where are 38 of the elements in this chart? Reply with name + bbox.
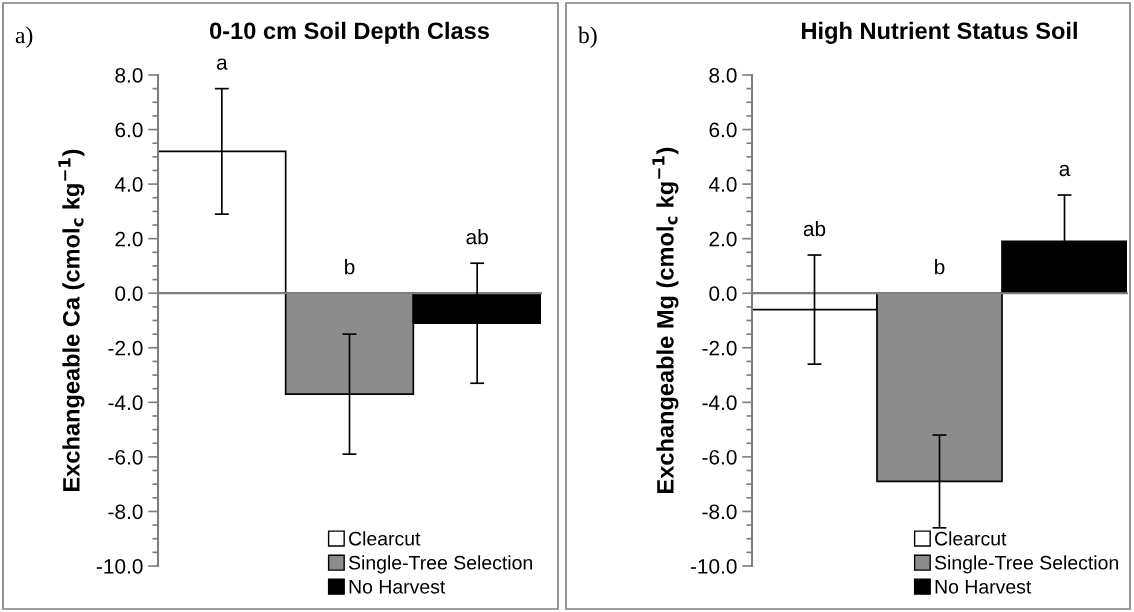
y-tick-label: -4.0 xyxy=(702,395,737,411)
y-axis-title: Exchangeable Ca (cmol$_{c}$ kg$^{−1}$) xyxy=(58,149,85,491)
legend-label: Clearcut xyxy=(349,531,421,546)
y-tick-label: -8.0 xyxy=(108,504,143,520)
y-tick-label: -6.0 xyxy=(702,449,737,465)
y-tick-label: -8.0 xyxy=(702,504,737,520)
text: a) xyxy=(15,26,33,49)
annotation: ab xyxy=(466,229,488,245)
y-tick-label: -2.0 xyxy=(702,340,737,356)
legend-label: Clearcut xyxy=(935,531,1007,546)
y-tick-label: -6.0 xyxy=(108,449,143,465)
y-tick-label: 4.0 xyxy=(708,177,737,192)
legend-label: Single-Tree Selection xyxy=(348,555,532,574)
y-tick-label: 2.0 xyxy=(709,231,737,247)
y-tick-label: 8.0 xyxy=(115,68,143,83)
y-axis-title: Exchangeable Mg (cmol$_{c}$ kg$^{−1}$) xyxy=(652,147,679,493)
annotation: a xyxy=(1059,164,1071,177)
y-tick-label: 2.0 xyxy=(115,231,143,247)
y-tick-label: -10.0 xyxy=(690,559,737,574)
legend-label: Single-Tree Selection xyxy=(934,555,1118,574)
text: b) xyxy=(578,26,597,49)
y-tick-label: -4.0 xyxy=(108,395,143,411)
legend-label: No Harvest xyxy=(349,580,446,594)
annotation: b xyxy=(935,259,945,275)
y-tick-label: 8.0 xyxy=(709,68,737,83)
y-tick-label: 0.0 xyxy=(115,286,143,301)
text: a xyxy=(216,58,228,70)
chart-title: 0-10 cm Soil Depth Class xyxy=(210,21,489,44)
annotation: b xyxy=(345,259,355,275)
annotation: ab xyxy=(803,220,826,237)
y-tick-label: 6.0 xyxy=(709,122,737,138)
y-tick-label: 4.0 xyxy=(114,177,143,192)
chart-title: High Nutrient Status Soil xyxy=(802,21,1077,44)
y-tick-label: -10.0 xyxy=(96,559,143,574)
y-tick-label: 6.0 xyxy=(115,122,143,138)
legend-label: No Harvest xyxy=(935,580,1032,594)
y-tick-label: 0.0 xyxy=(709,286,737,301)
y-tick-label: -2.0 xyxy=(108,340,143,356)
